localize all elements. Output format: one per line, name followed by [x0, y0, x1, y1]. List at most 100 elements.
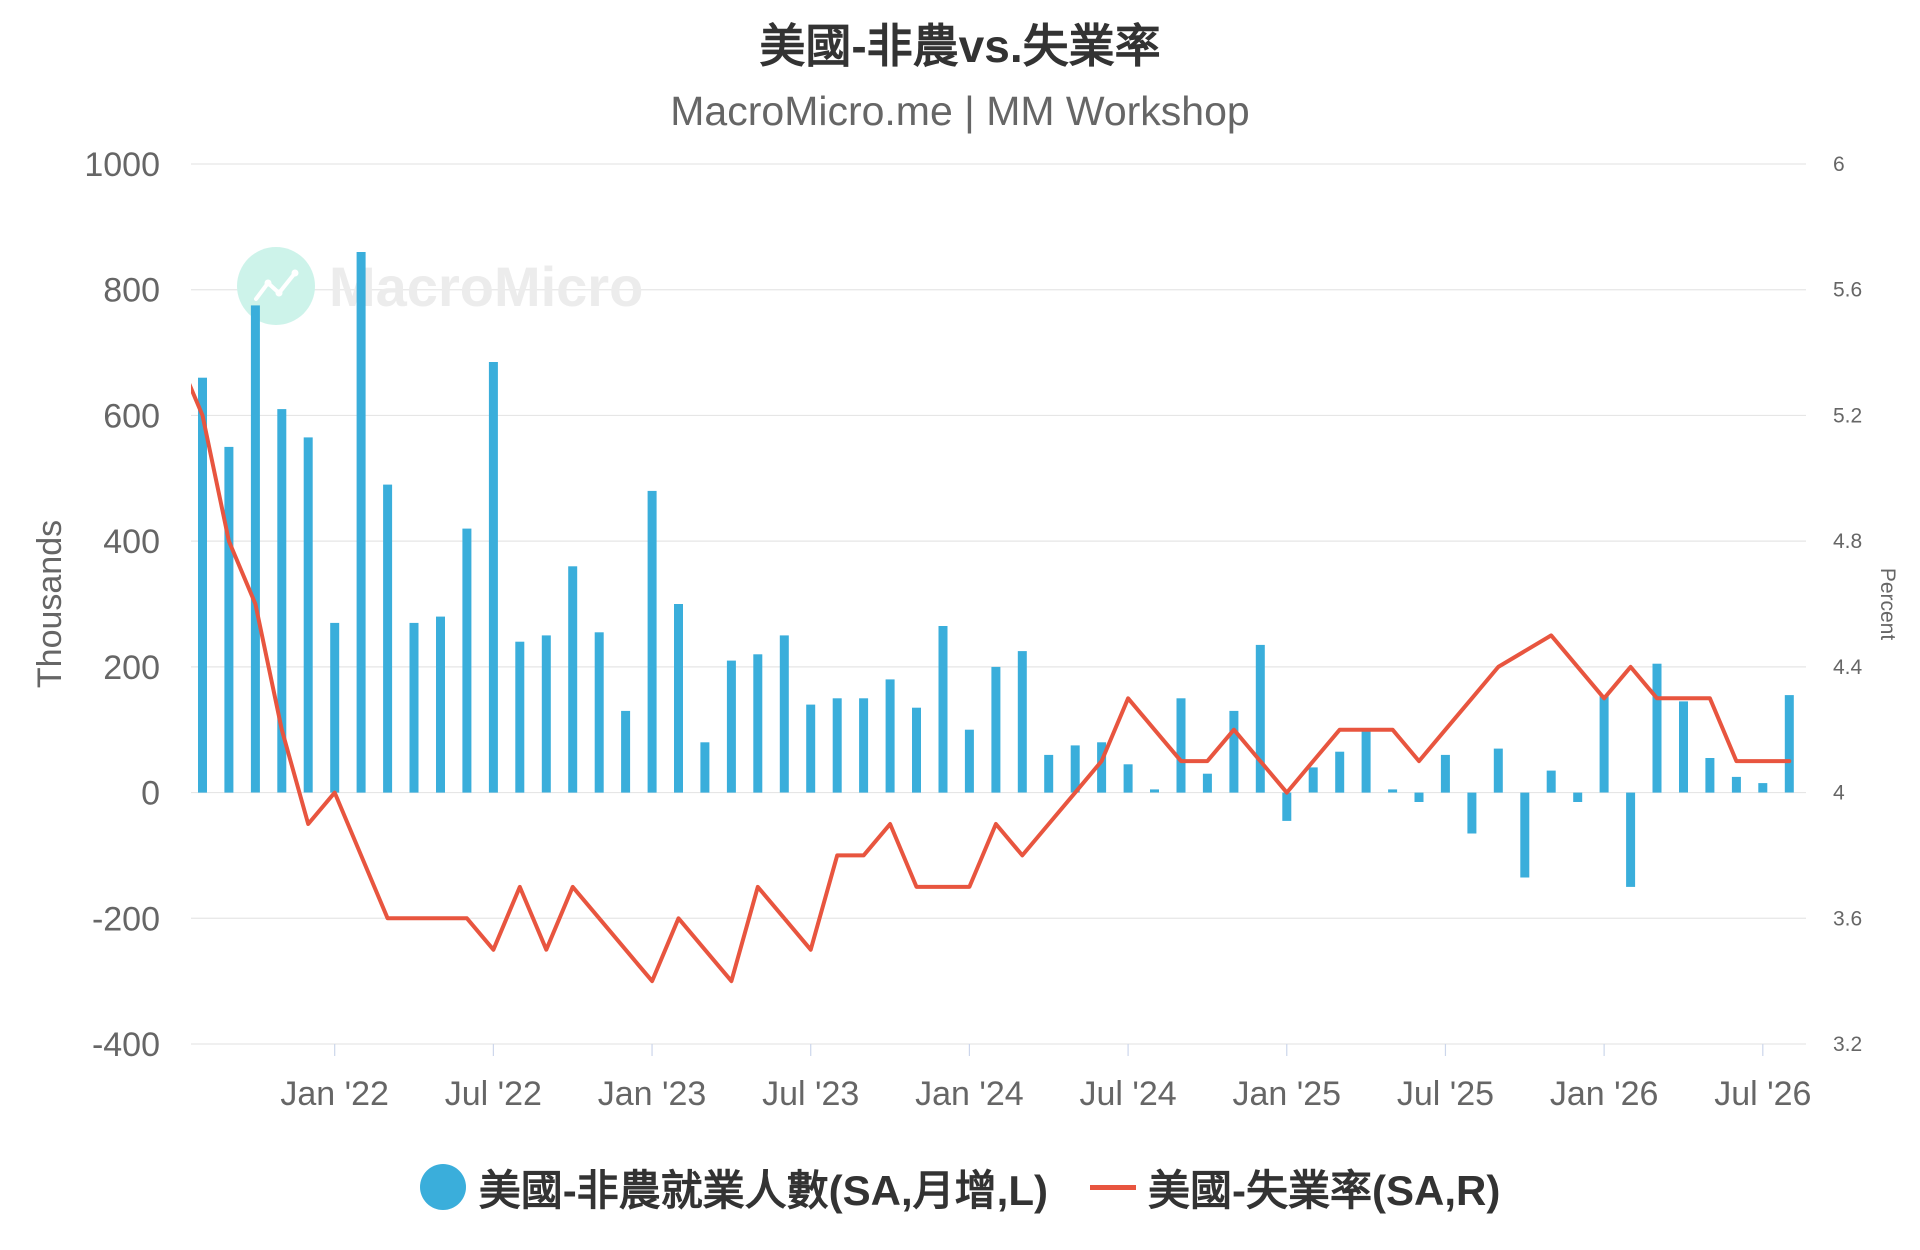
unemployment-rate-point[interactable]	[1784, 756, 1794, 766]
nonfarm-payrolls-bar[interactable]	[303, 437, 313, 793]
nonfarm-payrolls-bar[interactable]	[1573, 792, 1583, 802]
unemployment-rate-point[interactable]	[383, 913, 393, 923]
nonfarm-payrolls-bar[interactable]	[198, 377, 207, 793]
legend-item-nonfarm-payrolls[interactable]: 美國-非農就業人數(SA,月增,L)	[419, 1157, 1048, 1218]
nonfarm-payrolls-bar[interactable]	[1705, 758, 1715, 793]
unemployment-rate-point[interactable]	[621, 945, 631, 955]
nonfarm-payrolls-bar[interactable]	[515, 641, 525, 793]
nonfarm-payrolls-bar[interactable]	[700, 742, 710, 793]
nonfarm-payrolls-bar[interactable]	[1652, 663, 1662, 793]
unemployment-rate-point[interactable]	[330, 788, 340, 798]
unemployment-rate-point[interactable]	[1097, 756, 1107, 766]
unemployment-rate-point[interactable]	[1546, 630, 1556, 640]
unemployment-rate-point[interactable]	[1150, 725, 1160, 735]
unemployment-rate-point[interactable]	[1282, 788, 1292, 798]
unemployment-rate-point[interactable]	[515, 882, 525, 892]
nonfarm-payrolls-bar[interactable]	[1546, 770, 1556, 793]
nonfarm-payrolls-bar[interactable]	[409, 622, 419, 793]
unemployment-rate-point[interactable]	[779, 913, 789, 923]
unemployment-rate-point[interactable]	[409, 913, 419, 923]
unemployment-rate-point[interactable]	[462, 913, 472, 923]
nonfarm-payrolls-bar[interactable]	[1361, 729, 1371, 793]
nonfarm-payrolls-bar[interactable]	[1202, 773, 1212, 793]
unemployment-rate-point[interactable]	[832, 850, 842, 860]
unemployment-rate-point[interactable]	[1414, 756, 1424, 766]
unemployment-rate-point[interactable]	[594, 913, 604, 923]
unemployment-rate-point[interactable]	[938, 882, 948, 892]
nonfarm-payrolls-bar[interactable]	[1044, 754, 1054, 793]
nonfarm-payrolls-bar[interactable]	[806, 704, 816, 793]
unemployment-rate-point[interactable]	[277, 725, 287, 735]
nonfarm-payrolls-bar[interactable]	[647, 490, 657, 793]
unemployment-rate-point[interactable]	[885, 819, 895, 829]
nonfarm-payrolls-bar[interactable]	[330, 622, 340, 793]
nonfarm-payrolls-bar[interactable]	[1626, 792, 1636, 887]
nonfarm-payrolls-bar[interactable]	[1308, 767, 1318, 793]
unemployment-rate-point[interactable]	[1361, 725, 1371, 735]
nonfarm-payrolls-bar[interactable]	[885, 679, 895, 793]
unemployment-rate-point[interactable]	[436, 913, 446, 923]
nonfarm-payrolls-bar[interactable]	[1731, 776, 1741, 793]
nonfarm-payrolls-bar[interactable]	[726, 660, 736, 793]
unemployment-rate-point[interactable]	[1308, 756, 1318, 766]
nonfarm-payrolls-bar[interactable]	[912, 707, 921, 793]
unemployment-rate-point[interactable]	[1731, 756, 1741, 766]
unemployment-rate-line[interactable]	[176, 353, 1792, 984]
nonfarm-payrolls-bar[interactable]	[938, 626, 948, 793]
nonfarm-payrolls-bar[interactable]	[1282, 792, 1292, 821]
nonfarm-payrolls-bar[interactable]	[1255, 644, 1265, 793]
unemployment-rate-point[interactable]	[1440, 725, 1450, 735]
unemployment-rate-point[interactable]	[1573, 662, 1583, 672]
nonfarm-payrolls-bar[interactable]	[1467, 792, 1477, 834]
nonfarm-payrolls-bar[interactable]	[1758, 783, 1768, 793]
unemployment-rate-point[interactable]	[647, 976, 657, 986]
unemployment-rate-point[interactable]	[1229, 725, 1239, 735]
nonfarm-payrolls-bar[interactable]	[1679, 701, 1688, 793]
unemployment-rate-point[interactable]	[1758, 756, 1768, 766]
nonfarm-payrolls-bar[interactable]	[1097, 742, 1107, 793]
nonfarm-payrolls-bar[interactable]	[594, 632, 604, 793]
unemployment-rate-point[interactable]	[541, 945, 551, 955]
nonfarm-payrolls-bar[interactable]	[1123, 764, 1133, 793]
nonfarm-payrolls-bar[interactable]	[383, 484, 393, 793]
unemployment-rate-point[interactable]	[1467, 693, 1477, 703]
nonfarm-payrolls-bar[interactable]	[1150, 789, 1159, 793]
nonfarm-payrolls-bar[interactable]	[277, 409, 287, 793]
unemployment-rate-point[interactable]	[700, 945, 710, 955]
unemployment-rate-point[interactable]	[674, 913, 684, 923]
unemployment-rate-point[interactable]	[1070, 788, 1080, 798]
nonfarm-payrolls-bar[interactable]	[1070, 745, 1080, 793]
nonfarm-payrolls-bar[interactable]	[462, 528, 472, 793]
nonfarm-payrolls-bar[interactable]	[568, 566, 578, 793]
unemployment-rate-point[interactable]	[303, 819, 313, 829]
unemployment-rate-point[interactable]	[250, 599, 260, 609]
unemployment-rate-point[interactable]	[1493, 662, 1503, 672]
unemployment-rate-point[interactable]	[1202, 756, 1212, 766]
nonfarm-payrolls-bar[interactable]	[964, 729, 974, 793]
unemployment-rate-point[interactable]	[1652, 693, 1662, 703]
nonfarm-payrolls-bar[interactable]	[250, 305, 260, 793]
unemployment-rate-point[interactable]	[568, 882, 578, 892]
nonfarm-payrolls-bar[interactable]	[224, 446, 234, 793]
nonfarm-payrolls-bar[interactable]	[436, 616, 445, 793]
nonfarm-payrolls-bar[interactable]	[621, 710, 631, 793]
unemployment-rate-point[interactable]	[1705, 693, 1715, 703]
unemployment-rate-point[interactable]	[726, 976, 736, 986]
nonfarm-payrolls-bar[interactable]	[488, 362, 498, 793]
unemployment-rate-point[interactable]	[1176, 756, 1186, 766]
unemployment-rate-point[interactable]	[1123, 693, 1133, 703]
unemployment-rate-point[interactable]	[806, 945, 816, 955]
legend-item-unemployment-rate[interactable]: 美國-失業率(SA,R)	[1090, 1157, 1500, 1218]
unemployment-rate-point[interactable]	[356, 850, 366, 860]
unemployment-rate-point[interactable]	[224, 536, 234, 546]
unemployment-rate-point[interactable]	[859, 850, 869, 860]
nonfarm-payrolls-bar[interactable]	[991, 666, 1001, 793]
unemployment-rate-point[interactable]	[964, 882, 974, 892]
unemployment-rate-point[interactable]	[1255, 756, 1265, 766]
unemployment-rate-point[interactable]	[1335, 725, 1345, 735]
nonfarm-payrolls-bar[interactable]	[832, 698, 842, 793]
nonfarm-payrolls-bar[interactable]	[753, 654, 763, 793]
nonfarm-payrolls-bar[interactable]	[1176, 698, 1186, 793]
nonfarm-payrolls-bar[interactable]	[859, 698, 869, 793]
unemployment-rate-point[interactable]	[1599, 693, 1609, 703]
